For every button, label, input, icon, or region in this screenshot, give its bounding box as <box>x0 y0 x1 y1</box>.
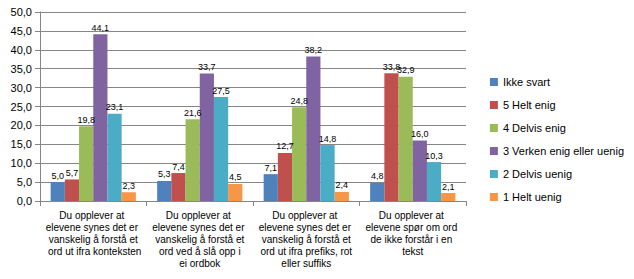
svg-text:38,2: 38,2 <box>305 45 323 55</box>
svg-text:40,0: 40,0 <box>11 44 32 56</box>
svg-text:19,8: 19,8 <box>77 115 95 125</box>
svg-text:4 Delvis enig: 4 Delvis enig <box>503 122 566 134</box>
svg-text:45,0: 45,0 <box>11 25 32 37</box>
svg-text:5,0: 5,0 <box>17 176 32 188</box>
svg-text:4,5: 4,5 <box>229 172 242 182</box>
svg-text:0,0: 0,0 <box>17 195 32 207</box>
svg-text:vanskelig å forstå et: vanskelig å forstå et <box>262 234 351 245</box>
svg-text:24,8: 24,8 <box>290 96 308 106</box>
svg-text:2,4: 2,4 <box>335 180 348 190</box>
svg-text:7,1: 7,1 <box>264 163 277 173</box>
svg-text:16,0: 16,0 <box>411 129 429 139</box>
svg-text:2 Delvis uenig: 2 Delvis uenig <box>503 168 572 180</box>
svg-text:vanskelig å forstå et: vanskelig å forstå et <box>155 234 244 245</box>
svg-text:30,0: 30,0 <box>11 82 32 94</box>
svg-text:25,0: 25,0 <box>11 101 32 113</box>
svg-text:ord ved å slå opp i: ord ved å slå opp i <box>156 246 243 257</box>
svg-text:eller suffiks: eller suffiks <box>281 258 331 269</box>
svg-text:ord ut ifra konteksten: ord ut ifra konteksten <box>45 246 141 257</box>
svg-text:10,3: 10,3 <box>425 151 443 161</box>
svg-text:Du opplever at: Du opplever at <box>379 210 447 221</box>
svg-text:20,0: 20,0 <box>11 119 32 131</box>
svg-text:32,9: 32,9 <box>397 65 415 75</box>
svg-text:5 Helt enig: 5 Helt enig <box>503 99 556 111</box>
svg-text:elevene synes det er: elevene synes det er <box>259 222 354 233</box>
svg-text:33,7: 33,7 <box>198 62 216 72</box>
svg-text:elevene spør om ord: elevene spør om ord <box>366 222 461 233</box>
svg-text:ord ut ifra prefiks, rot: ord ut ifra prefiks, rot <box>258 246 355 257</box>
svg-text:ei ordbok: ei ordbok <box>179 258 221 269</box>
svg-text:Du opplever at: Du opplever at <box>166 210 234 221</box>
svg-text:elevene synes det er: elevene synes det er <box>152 222 247 233</box>
svg-text:2,1: 2,1 <box>442 182 455 192</box>
svg-text:33,8: 33,8 <box>382 61 401 72</box>
svg-text:35,0: 35,0 <box>11 63 32 75</box>
svg-text:tekst: tekst <box>402 246 423 257</box>
svg-text:14,8: 14,8 <box>319 134 337 144</box>
svg-text:3 Verken enig eller uenig: 3 Verken enig eller uenig <box>503 145 624 157</box>
svg-text:Ikke svart: Ikke svart <box>503 76 550 88</box>
svg-text:23,1: 23,1 <box>106 102 124 112</box>
svg-text:10,0: 10,0 <box>11 157 32 169</box>
svg-text:27,5: 27,5 <box>212 86 230 96</box>
svg-text:5,3: 5,3 <box>158 169 171 179</box>
svg-text:4,8: 4,8 <box>371 171 384 181</box>
svg-text:5,7: 5,7 <box>66 168 79 178</box>
svg-text:44,1: 44,1 <box>92 23 110 33</box>
svg-text:21,6: 21,6 <box>184 108 202 118</box>
svg-text:2,3: 2,3 <box>122 181 135 191</box>
svg-text:Du opplever at: Du opplever at <box>272 210 340 221</box>
svg-text:Du opplever at: Du opplever at <box>59 210 127 221</box>
svg-text:vanskelig å forstå et: vanskelig å forstå et <box>49 234 138 245</box>
svg-text:15,0: 15,0 <box>11 138 32 150</box>
svg-text:5,0: 5,0 <box>51 171 64 181</box>
svg-text:1 Helt uenig: 1 Helt uenig <box>503 191 562 203</box>
svg-text:50,0: 50,0 <box>11 6 32 18</box>
svg-text:de ikke forstår i en: de ikke forstår i en <box>371 234 455 245</box>
svg-text:12,7: 12,7 <box>276 141 294 151</box>
svg-text:elevene synes det er: elevene synes det er <box>46 222 141 233</box>
svg-text:7,4: 7,4 <box>172 162 185 172</box>
